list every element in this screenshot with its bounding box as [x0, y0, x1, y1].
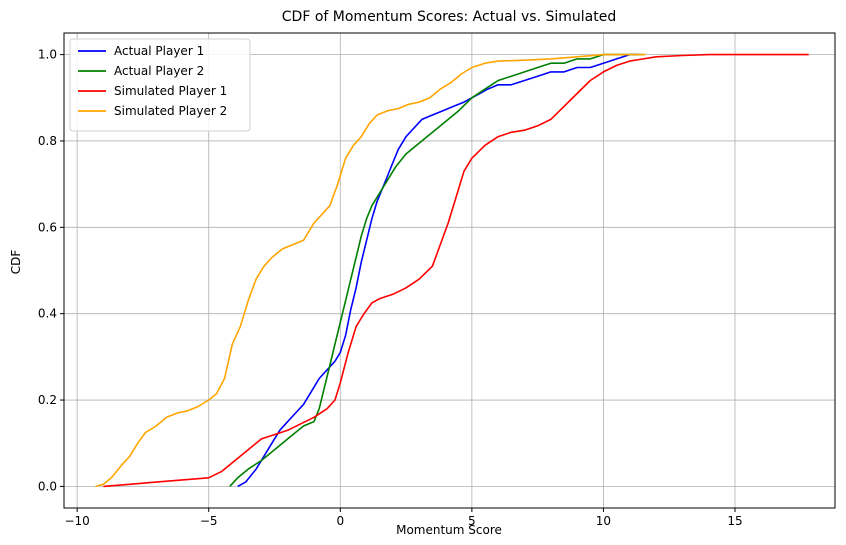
- x-tick-label-0: −10: [64, 514, 89, 528]
- legend-label-3: Simulated Player 2: [114, 104, 227, 118]
- y-tick-label-3: 0.6: [38, 220, 57, 234]
- y-tick-label-0: 0.0: [38, 479, 57, 493]
- x-tick-label-5: 15: [727, 514, 742, 528]
- grid-lines: [64, 33, 835, 508]
- y-tick-label-5: 1.0: [38, 48, 57, 62]
- series-line-2: [103, 53, 809, 488]
- x-tick-label-3: 5: [468, 514, 476, 528]
- y-axis-ticks: 0.0 0.2 0.4 0.6 0.8 1.0: [38, 48, 64, 493]
- legend-label-0: Actual Player 1: [114, 44, 204, 58]
- y-tick-label-4: 0.8: [38, 134, 57, 148]
- plot-frame: [63, 32, 836, 509]
- x-axis-label: Momentum Score: [396, 523, 502, 537]
- x-axis-ticks: −10 −5 0 5 10 15: [64, 508, 743, 528]
- legend: Actual Player 1 Actual Player 2 Simulated …: [69, 38, 251, 132]
- y-tick-label-1: 0.2: [38, 393, 57, 407]
- y-tick-label-2: 0.4: [38, 307, 57, 321]
- series-line-3: [95, 53, 646, 488]
- chart-title: CDF of Momentum Scores: Actual vs. Simul…: [282, 9, 616, 25]
- legend-label-2: Simulated Player 1: [114, 84, 227, 98]
- series-line-0: [237, 53, 638, 488]
- legend-box: [69, 38, 251, 132]
- y-axis-label: CDF: [9, 250, 23, 275]
- series-lines: [95, 53, 809, 488]
- series-line-1: [229, 53, 643, 487]
- x-tick-label-4: 10: [596, 514, 611, 528]
- legend-label-1: Actual Player 2: [114, 64, 204, 78]
- x-tick-label-1: −5: [200, 514, 218, 528]
- x-tick-label-2: 0: [336, 514, 344, 528]
